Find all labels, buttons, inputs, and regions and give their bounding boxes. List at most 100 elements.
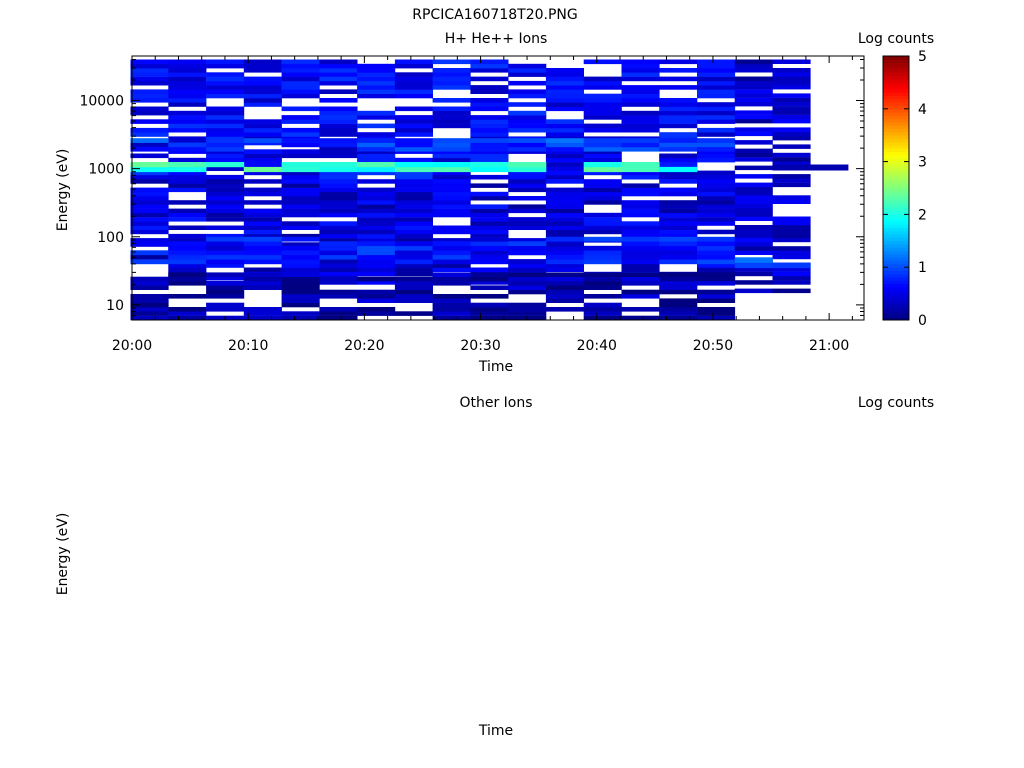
heatmap-cell	[470, 102, 509, 107]
heatmap-cell	[734, 110, 773, 115]
heatmap-cell	[394, 263, 433, 268]
heatmap-cell	[659, 307, 698, 312]
heatmap-cell	[281, 263, 320, 268]
heatmap-cell	[394, 233, 433, 239]
heatmap-cell	[772, 225, 811, 230]
heatmap-cell	[130, 285, 169, 290]
heatmap-cell	[357, 289, 396, 295]
heatmap-cell	[357, 271, 396, 277]
heatmap-cell	[243, 179, 282, 184]
heatmap-cell	[319, 59, 358, 65]
heatmap-cell	[583, 110, 622, 116]
heatmap-cell	[470, 285, 509, 290]
heatmap-cell	[130, 204, 169, 209]
heatmap-cell	[394, 245, 433, 251]
heatmap-cell	[243, 162, 282, 167]
heatmap-cell	[659, 76, 698, 82]
colorbar-swatch	[883, 303, 909, 308]
heatmap-cell	[470, 267, 509, 272]
colorbar-swatch	[883, 310, 909, 314]
heatmap-cell	[734, 212, 773, 217]
heatmap-cell	[432, 166, 471, 173]
heatmap-cell	[432, 241, 471, 247]
colorbar-swatch	[883, 128, 909, 133]
heatmap-cell	[508, 138, 547, 143]
heatmap-cell	[243, 276, 282, 282]
heatmap-cell	[168, 102, 207, 107]
heatmap-cell	[621, 307, 660, 312]
heatmap-cell	[432, 229, 471, 235]
heatmap-cell	[432, 72, 471, 77]
heatmap-cell	[281, 221, 320, 226]
heatmap-cell	[470, 196, 509, 201]
heatmap-cell	[508, 119, 547, 124]
heatmap-cell	[697, 254, 736, 260]
plot-axes: 20:00 20:10 20:20 20:30 20:40 20:50 21:00 10 100…	[79, 55, 865, 354]
heatmap-cell	[772, 174, 811, 179]
heatmap-cell	[168, 142, 207, 148]
heatmap-cell	[357, 225, 396, 230]
heatmap-cell	[168, 187, 207, 193]
heatmap-cell	[545, 229, 584, 235]
heatmap-cell	[659, 106, 698, 112]
heatmap-cell	[697, 236, 736, 242]
heatmap-cell	[508, 250, 547, 256]
heatmap-cell	[394, 200, 433, 205]
heatmap-cell	[357, 170, 396, 176]
heatmap-cell	[697, 142, 736, 148]
colorbar-swatch	[883, 155, 909, 159]
heatmap-cell	[319, 254, 358, 260]
heatmap-cell	[394, 138, 433, 143]
heatmap-cell	[697, 307, 736, 312]
heatmap-cell	[545, 289, 584, 295]
heatmap-cell	[772, 93, 811, 98]
heatmap-cell	[130, 276, 169, 282]
heatmap-cell	[206, 200, 245, 205]
heatmap-cell	[659, 157, 698, 163]
heatmap-cell	[734, 280, 773, 285]
heatmap-cell	[281, 254, 320, 260]
heatmap-cell	[319, 183, 358, 188]
heatmap-cell	[357, 149, 396, 154]
x-axis-label: Time	[478, 723, 513, 739]
heatmap-cell	[545, 138, 584, 143]
heatmap-cell	[470, 315, 509, 321]
heatmap-cell	[621, 254, 660, 260]
heatmap-cell	[621, 245, 660, 251]
colorbar-swatch	[883, 240, 909, 245]
heatmap-cell	[206, 106, 245, 112]
colorbar-swatch	[883, 224, 909, 228]
heatmap-cell	[168, 93, 207, 99]
heatmap-cell	[168, 80, 207, 86]
heatmap-cell	[168, 166, 207, 173]
heatmap-cell	[545, 174, 584, 180]
heatmap-cell	[470, 106, 509, 112]
heatmap-cell	[206, 174, 245, 180]
heatmap-cell	[659, 225, 698, 230]
heatmap-cell	[621, 294, 660, 299]
heatmap-cell	[470, 127, 509, 133]
heatmap-cell	[130, 196, 169, 201]
heatmap-cell	[357, 110, 396, 116]
heatmap-cell	[508, 196, 547, 201]
heatmap-cell	[508, 80, 547, 86]
heatmap-cell	[206, 241, 245, 247]
heatmap-cell	[545, 281, 584, 286]
heatmap-cell	[583, 212, 622, 218]
colorbar-swatch	[883, 151, 909, 156]
colorbar-swatch	[883, 62, 909, 67]
heatmap-cell	[545, 191, 584, 197]
heatmap-cell	[545, 236, 584, 242]
colorbar-tick-label: 3	[918, 155, 927, 171]
colorbar-swatch	[883, 260, 909, 265]
heatmap-cell	[697, 289, 736, 295]
heatmap-cell	[432, 115, 471, 120]
heatmap-cell	[394, 63, 433, 69]
heatmap-cell	[659, 68, 698, 73]
heatmap-cell	[357, 245, 396, 251]
heatmap-cell	[697, 196, 736, 201]
figure-title: RPCICA160718T20.PNG	[412, 7, 577, 23]
heatmap-cell	[319, 179, 358, 184]
heatmap-cell	[432, 212, 471, 218]
